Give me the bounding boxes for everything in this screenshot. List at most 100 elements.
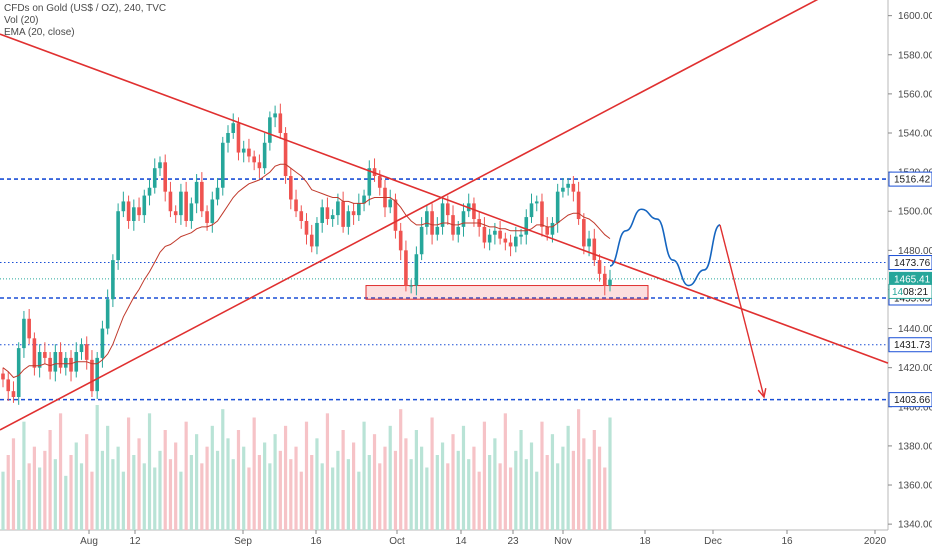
candle-body [210,199,215,223]
volume-bar [529,442,534,530]
candle-body [524,217,529,235]
volume-bar [74,442,78,530]
volume-bar [331,467,335,530]
volume-bar [195,434,199,530]
candle-body [362,195,366,204]
candle-body [461,211,466,227]
volume-bar [477,471,481,530]
y-tick-label: 1420.00 [898,363,932,374]
candle-body [608,279,612,286]
level-price-badge [888,337,932,353]
volume-bar [587,459,591,530]
x-tick-label: 16 [310,536,322,547]
candle-body [220,142,225,188]
volume-bar [184,421,188,530]
candle-body [168,191,173,212]
volume-bar [231,459,235,530]
candle-body [184,191,188,221]
y-tick-label: 1400.00 [898,402,932,413]
candle-body [315,222,319,247]
candle-body [37,352,42,368]
candle-body [278,113,283,133]
candle-body [1,373,5,380]
y-tick-label: 1500.00 [898,207,932,218]
trendline-descending[interactable] [0,33,889,364]
volume-bar [519,430,523,530]
candle-body [273,113,277,118]
candle-body [414,254,419,286]
candle-body [257,162,262,169]
candle-body [262,142,267,169]
volume-bar [325,413,330,530]
candle-body [100,328,105,358]
volume-bar [451,434,455,530]
candle-body [121,201,126,212]
volume-indicator-label[interactable]: Vol (20) [4,15,39,26]
volume-bar [550,434,555,530]
volume-bar [341,430,345,530]
volume-bar [399,409,403,530]
candle-body [142,195,147,216]
candle-body [137,207,141,216]
projected-wave-path[interactable] [609,208,721,287]
candle-body [493,230,497,235]
volume-bar [351,442,356,530]
volume-bar [22,421,26,530]
volume-bar [420,446,424,530]
volume-bar [561,446,565,530]
support-zone[interactable] [365,285,649,300]
volume-bar [299,471,303,530]
candle-body [592,238,597,261]
x-tick-label: 23 [507,536,519,547]
volume-bar [446,463,450,530]
volume-bar [289,459,293,530]
candle-body [419,226,424,255]
volume-bar [409,459,413,530]
candle-body [152,168,157,188]
volume-bar [27,463,31,530]
candle-body [341,201,345,227]
candle-body [179,191,183,216]
candle-body [398,230,403,251]
volume-bar [482,421,487,530]
volume-bar [247,467,251,530]
candle-body [200,181,204,212]
volume-bar [304,421,309,530]
y-tick-label: 1440.00 [898,324,932,335]
candle-body [289,176,293,200]
current-price-label: 1465.41 [894,274,931,285]
volume-bar [493,438,497,530]
volume-bar [200,463,204,530]
volume-bar [205,446,209,530]
ema-indicator-label[interactable]: EMA (20, close) [4,27,75,38]
y-tick-label: 1360.00 [898,481,932,492]
volume-bar [69,455,73,530]
volume-bar [168,459,173,530]
volume-bar [294,446,298,530]
candle-body [602,273,607,286]
candle-body [561,187,565,192]
volume-bar [524,459,528,530]
volume-bar [378,463,382,530]
candle-body [503,238,508,243]
candle-body [32,338,37,368]
candle-body [409,285,413,287]
volume-bar [310,455,314,530]
volume-bar [17,480,21,530]
candle-body [304,220,309,235]
volume-bar [263,442,267,530]
candle-body [247,148,251,157]
candle-body [84,344,89,360]
candle-body [147,187,152,196]
candle-body [58,352,63,368]
volume-bar [163,430,167,530]
volume-bar [556,463,560,530]
trendline-ascending[interactable] [0,0,888,431]
volume-bar [283,425,288,530]
volume-bar [362,421,366,530]
volume-bar [6,455,10,530]
volume-bar [435,455,439,530]
projected-arrow-line[interactable] [719,224,765,398]
volume-bar [388,425,392,530]
